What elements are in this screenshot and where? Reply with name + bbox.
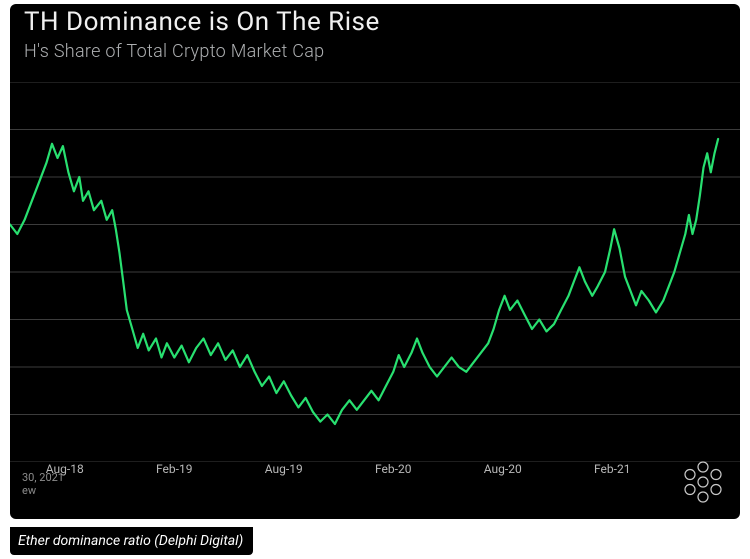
- chart-card: TH Dominance is On The Rise H's Share of…: [10, 4, 740, 519]
- chart-line: [10, 82, 740, 462]
- page-frame: TH Dominance is On The Rise H's Share of…: [0, 0, 750, 559]
- x-tick-label: Feb-19: [156, 462, 192, 476]
- chart-footnote: 30, 2021 ew: [22, 471, 64, 497]
- x-tick-label: Feb-20: [375, 462, 411, 476]
- chart-title: TH Dominance is On The Rise: [24, 6, 380, 39]
- footnote-source: ew: [22, 484, 36, 497]
- chart-plot-area: [10, 82, 740, 462]
- x-tick-label: Aug-20: [484, 462, 522, 476]
- x-axis-labels: Aug-18Feb-19Aug-19Feb-20Aug-20Feb-21: [10, 462, 740, 484]
- image-caption: Ether dominance ratio (Delphi Digital): [10, 527, 253, 555]
- footnote-date: 30, 2021: [22, 471, 64, 484]
- x-tick-label: Aug-19: [265, 462, 303, 476]
- chart-header: TH Dominance is On The Rise H's Share of…: [24, 6, 380, 62]
- chart-subtitle: H's Share of Total Crypto Market Cap: [24, 41, 380, 62]
- x-tick-label: Feb-21: [594, 462, 630, 476]
- delphi-logo-icon: [680, 459, 726, 509]
